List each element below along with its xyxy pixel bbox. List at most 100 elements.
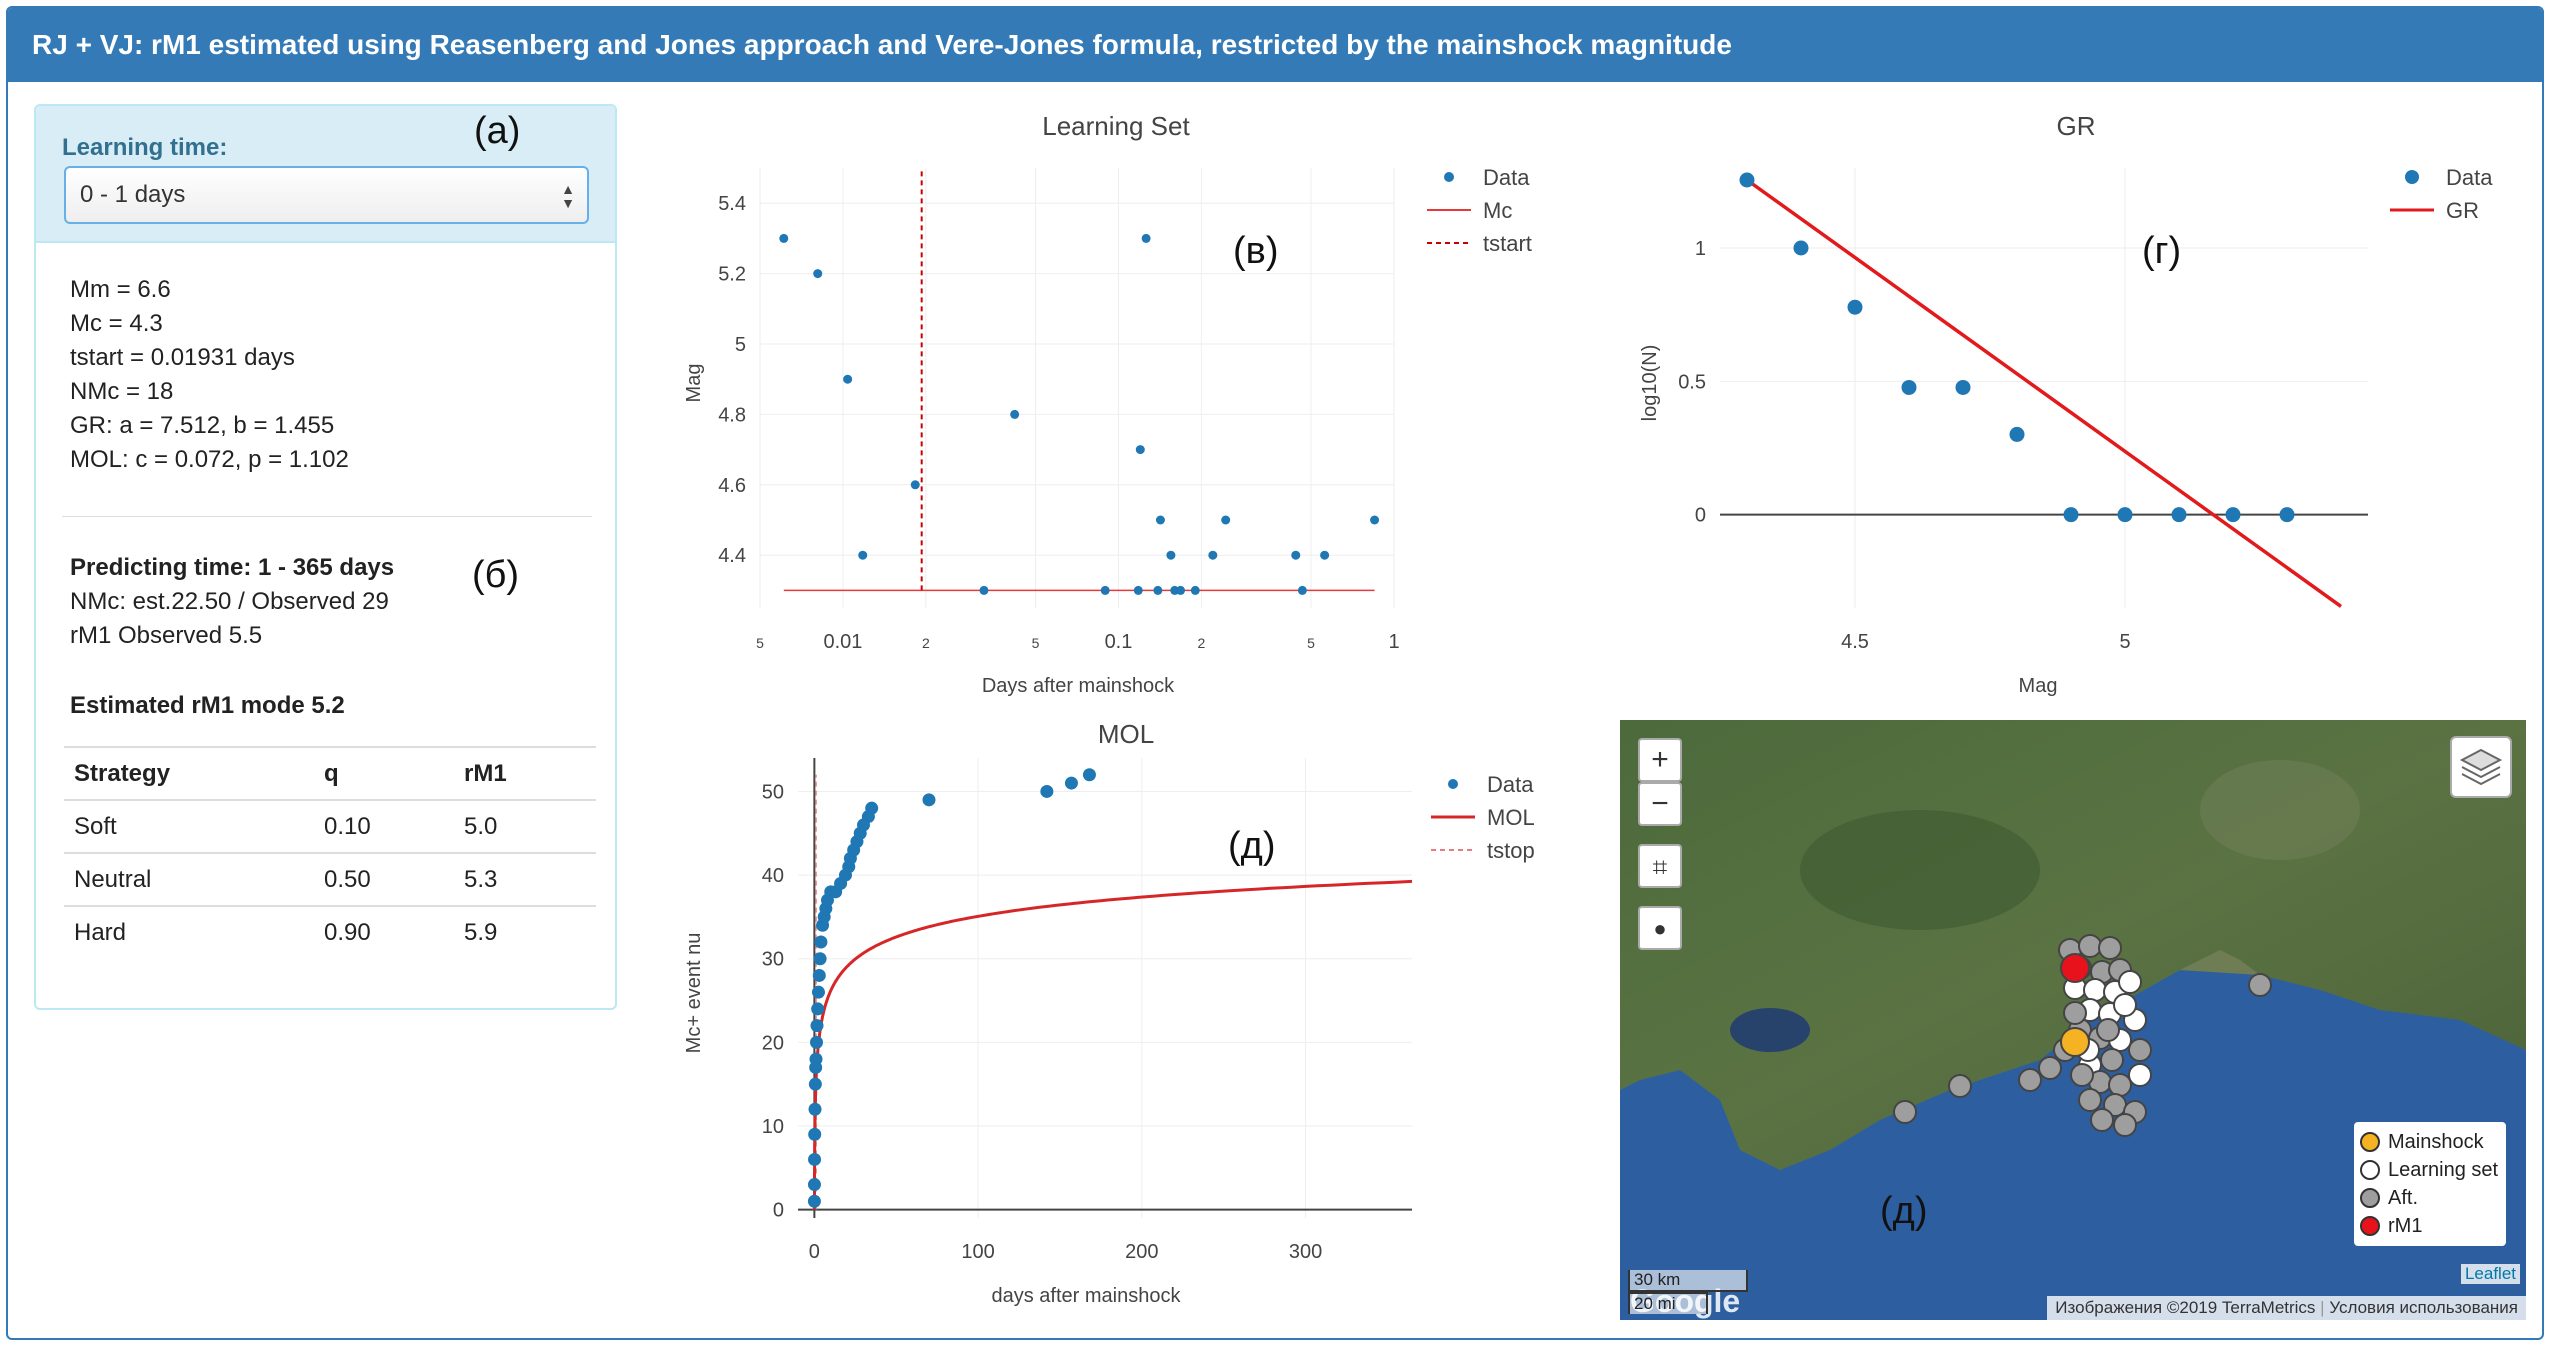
data-point	[979, 585, 989, 595]
learning-time-select[interactable]: 0 - 1 days ▲ ▼	[64, 166, 589, 224]
aftershock-marker[interactable]	[2090, 1108, 2114, 1132]
data-point	[1153, 585, 1163, 595]
predicting-nmc: NMc: est.22.50 / Observed 29	[70, 588, 389, 615]
y-axis-label: log10(N)	[1639, 345, 1661, 422]
y-tick-label: 20	[762, 1032, 784, 1054]
data-point	[2225, 507, 2241, 523]
x-tick-label: 2	[1198, 635, 1206, 651]
table-cell: 0.50	[314, 852, 454, 906]
attribution-terms-link[interactable]: Условия использования	[2329, 1298, 2518, 1317]
aftershock-marker[interactable]	[2096, 1018, 2120, 1042]
aftershock-marker[interactable]	[2248, 973, 2272, 997]
y-tick-label: 5	[735, 334, 746, 356]
layers-icon[interactable]	[2450, 736, 2512, 798]
data-point	[1370, 515, 1380, 525]
x-tick-label: 200	[1125, 1241, 1158, 1263]
zoom-out-button[interactable]: −	[1638, 782, 1682, 826]
aftershock-marker[interactable]	[2070, 1063, 2094, 1087]
data-point	[2009, 426, 2025, 442]
aftershock-marker[interactable]	[2038, 1056, 2062, 1080]
data-point	[2117, 507, 2133, 523]
zoom-in-button[interactable]: +	[1638, 738, 1682, 782]
data-point	[1955, 379, 1971, 395]
map-scale: 30 km 20 mi	[1628, 1270, 1748, 1314]
stat-mol: MOL: c = 0.072, p = 1.102	[70, 446, 349, 473]
data-point	[1082, 768, 1096, 782]
scale-km: 30 km	[1628, 1270, 1748, 1292]
aftershock-marker[interactable]	[1948, 1074, 1972, 1098]
y-tick-label: 0	[1695, 505, 1706, 527]
data-point	[811, 985, 825, 999]
y-tick-label: 4.4	[718, 545, 746, 567]
data-point	[1155, 515, 1165, 525]
y-tick-label: 0	[773, 1200, 784, 1222]
learning-set-marker[interactable]	[2128, 1063, 2152, 1087]
mainshock-marker[interactable]	[2060, 1027, 2090, 1057]
table-header: Strategy	[64, 746, 314, 801]
app-window: RJ + VJ: rM1 estimated using Reasenberg …	[6, 6, 2544, 1340]
legend-label-tstop: tstop	[1487, 838, 1535, 863]
data-point	[808, 1102, 822, 1116]
data-point	[1190, 585, 1200, 595]
table-row: Neutral 0.50 5.3	[64, 852, 596, 906]
mol-chart: MOL days after mainshock Mc+ event nu 0 1…	[683, 719, 1535, 1307]
data-point	[811, 1002, 825, 1016]
strategy-table: Strategy q rM1 Soft 0.10 5.0 Neutral 0.5…	[64, 746, 596, 959]
data-point	[2171, 507, 2187, 523]
lake	[1730, 1008, 1810, 1052]
stat-gr: GR: a = 7.512, b = 1.455	[70, 412, 335, 439]
annotation-d1: (д)	[1228, 825, 1275, 867]
x-tick-label: 0	[809, 1241, 820, 1263]
annotation-b: (б)	[472, 554, 520, 596]
aftershock-marker[interactable]	[2078, 1088, 2102, 1112]
chart-legend: Data GR	[2390, 165, 2493, 223]
crop-icon[interactable]: ⌗	[1638, 844, 1682, 888]
x-tick-label: 4.5	[1841, 631, 1869, 653]
y-tick-label: 40	[762, 865, 784, 887]
data-point	[1847, 299, 1863, 315]
learning-set-chart: Learning Set Days after mainshock Mag 5 0…	[683, 111, 1532, 697]
x-tick-label: 1	[1388, 631, 1399, 653]
data-point	[1291, 550, 1301, 560]
stat-mc: Mc = 4.3	[70, 310, 163, 337]
globe-icon[interactable]: ●	[1638, 906, 1682, 950]
data-point	[922, 793, 936, 807]
learning-set-marker[interactable]	[2113, 993, 2137, 1017]
table-cell: Soft	[64, 799, 314, 853]
rm1-marker[interactable]	[2060, 953, 2090, 983]
terrain-patch	[2200, 760, 2360, 860]
stat-tstart: tstart = 0.01931 days	[70, 344, 295, 371]
data-point	[808, 1152, 822, 1166]
annotation-v: (в)	[1233, 230, 1279, 272]
divider	[62, 516, 592, 517]
leaflet-link[interactable]: Leaflet	[2460, 1264, 2520, 1284]
y-tick-label: 30	[762, 949, 784, 971]
table-cell: 5.3	[454, 852, 596, 906]
predicting-rm1: rM1 Observed 5.5	[70, 622, 263, 649]
x-axis-label: Mag	[2019, 675, 2058, 697]
chart-title: MOL	[1098, 719, 1154, 749]
aftershock-marker[interactable]	[2063, 1001, 2087, 1025]
data-point	[1133, 585, 1143, 595]
aftershock-marker[interactable]	[2018, 1068, 2042, 1092]
map-view[interactable]: + − ⌗ ● Mainshock Learning set Aft. rM1 …	[1620, 720, 2526, 1320]
legend-marker-data	[2405, 170, 2419, 184]
legend-label-data: Data	[1483, 165, 1530, 190]
data-point	[813, 269, 823, 279]
data-point	[1064, 776, 1078, 790]
aftershock-marker[interactable]	[2100, 1048, 2124, 1072]
aftershock-marker[interactable]	[2128, 1038, 2152, 1062]
aftershock-marker[interactable]	[1893, 1100, 1917, 1124]
aftershock-marker[interactable]	[2098, 936, 2122, 960]
y-tick-label: 5.2	[718, 264, 746, 286]
data-point	[779, 233, 789, 243]
table-cell: Hard	[64, 905, 314, 959]
x-tick-label: 0.01	[823, 631, 862, 653]
y-axis-label: Mc+ event nu	[683, 933, 705, 1054]
legend-dot	[2360, 1160, 2380, 1180]
learning-set-marker[interactable]	[2118, 970, 2142, 994]
aftershock-marker[interactable]	[2113, 1113, 2137, 1137]
legend-label: Mainshock	[2388, 1130, 2484, 1153]
chart-title: Learning Set	[1042, 111, 1190, 141]
y-tick-label: 50	[762, 781, 784, 803]
